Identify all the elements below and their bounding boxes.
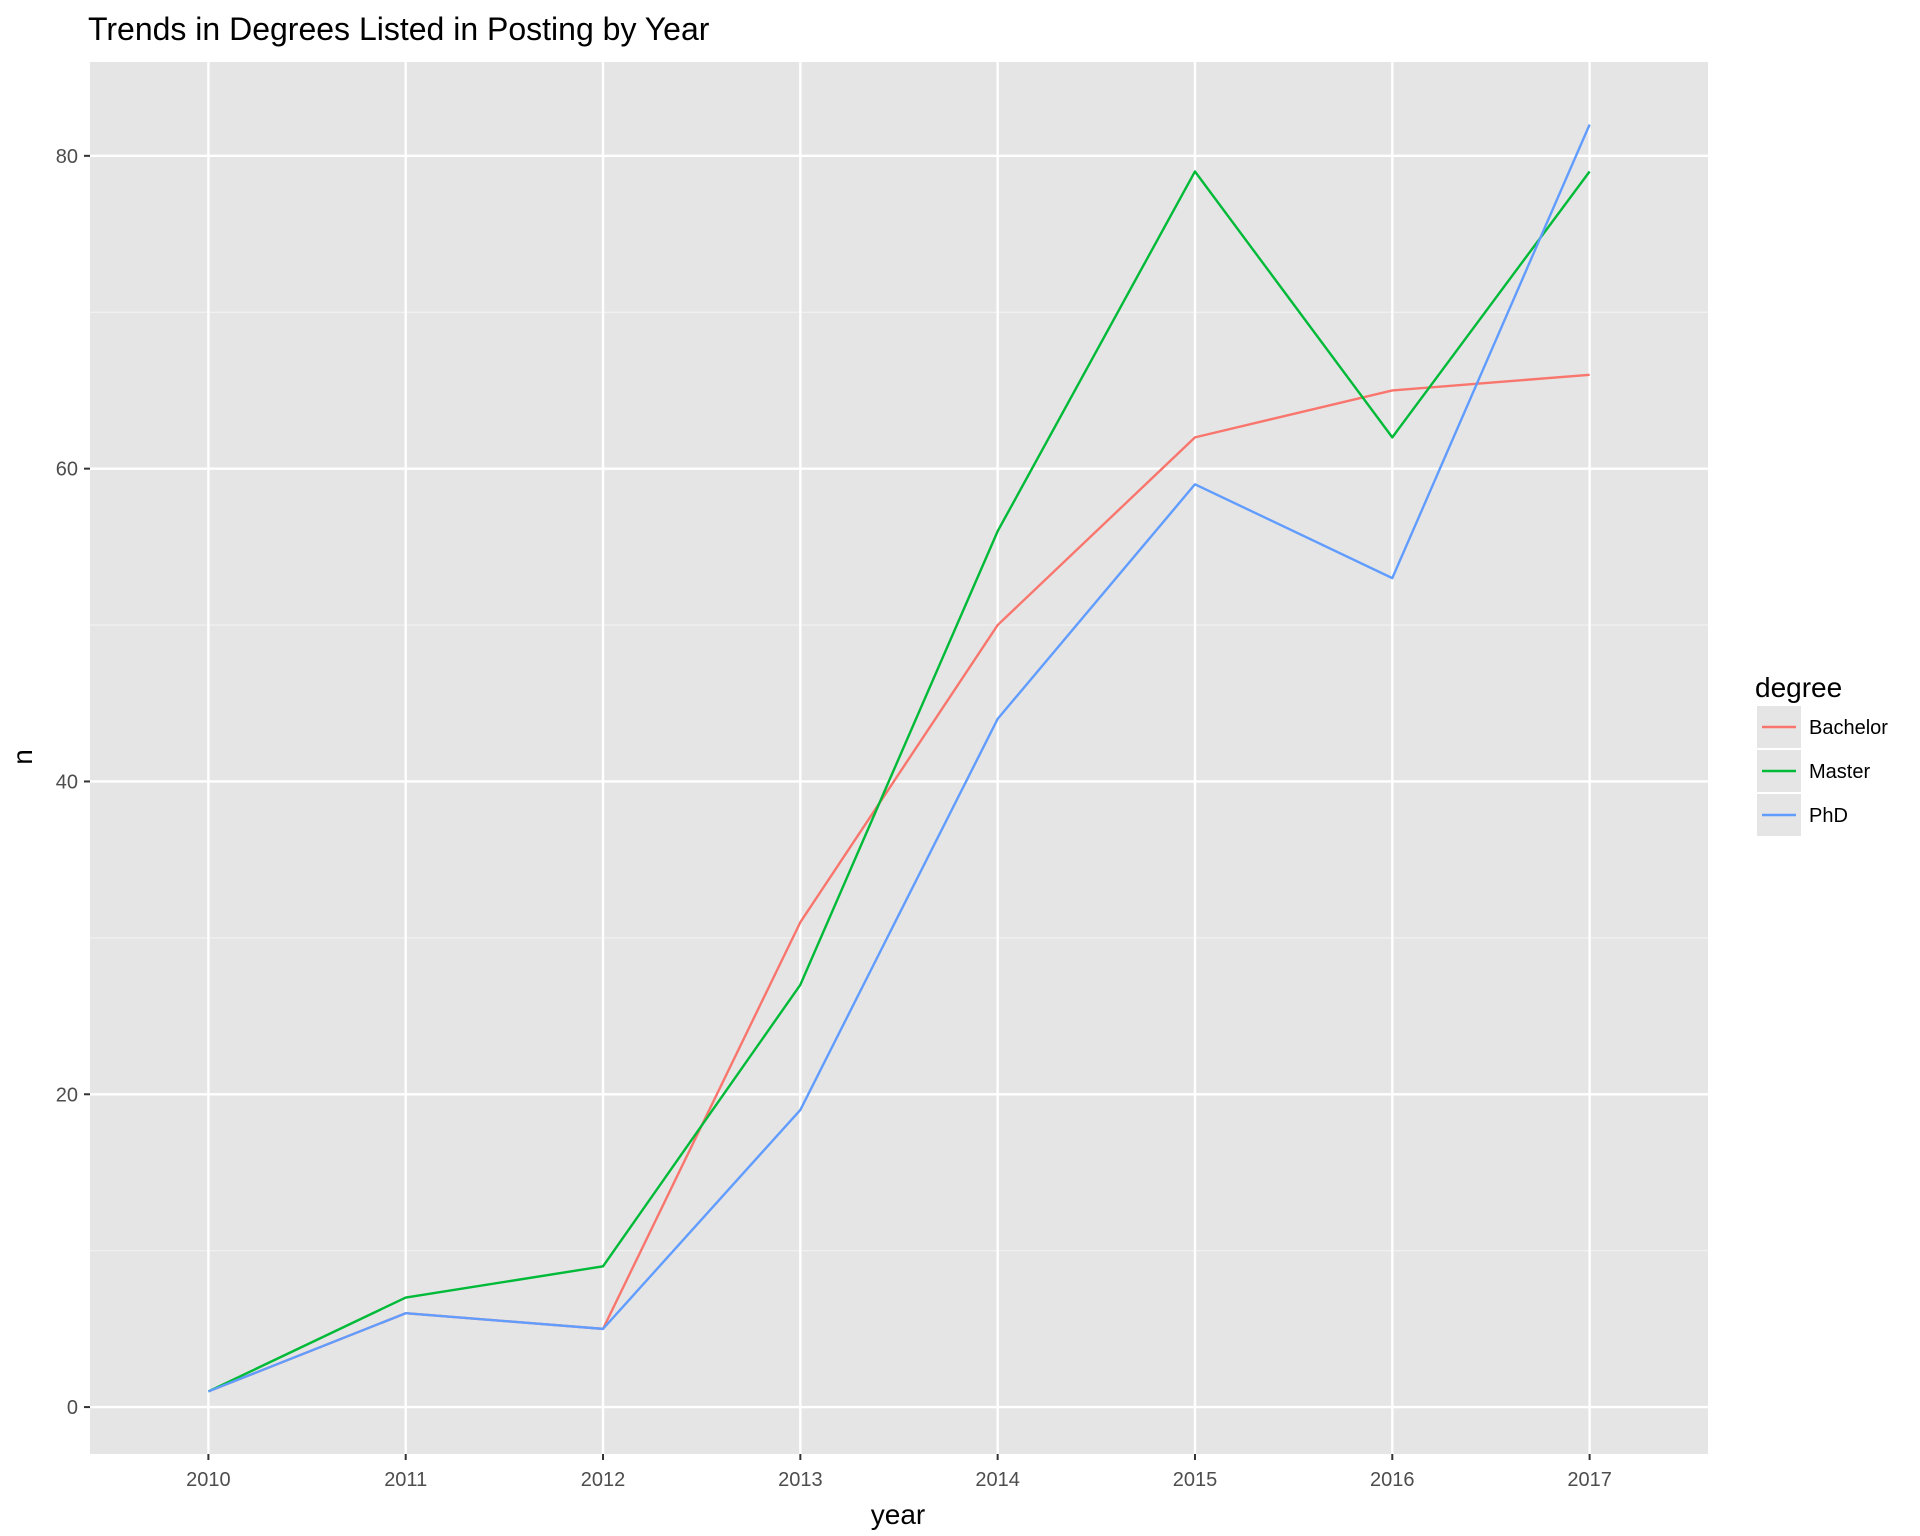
x-axis-title: year: [871, 1499, 925, 1530]
x-tick-label: 2016: [1370, 1469, 1415, 1491]
legend-label-bachelor: Bachelor: [1809, 717, 1888, 739]
x-tick-label: 2017: [1567, 1469, 1612, 1491]
x-tick-label: 2015: [1173, 1469, 1218, 1491]
series-lines: [207, 124, 1591, 1393]
series-line-master: [207, 170, 1591, 1393]
x-tick-label: 2013: [778, 1469, 823, 1491]
y-tick-label: 40: [56, 771, 78, 793]
y-tick-label: 0: [67, 1397, 78, 1419]
y-axis: 0 20 40 60 80: [56, 146, 90, 1419]
grid-major-lines: [90, 62, 1708, 1454]
x-tick-label: 2012: [581, 1469, 626, 1491]
legend-title: degree: [1755, 672, 1842, 703]
y-tick-label: 60: [56, 459, 78, 481]
series-line-phd: [207, 124, 1591, 1393]
legend-label-phd: PhD: [1809, 805, 1848, 827]
chart-title: Trends in Degrees Listed in Posting by Y…: [88, 11, 710, 47]
x-tick-label: 2010: [186, 1469, 231, 1491]
y-axis-title: n: [7, 749, 38, 765]
legend-label-master: Master: [1809, 761, 1870, 783]
grid-minor-lines: [90, 311, 1708, 1252]
legend: degree Bachelor Master PhD: [1755, 672, 1888, 836]
x-axis: 2010 2011 2012 2013 2014 2015 2016 2017: [186, 1454, 1612, 1491]
x-tick-label: 2014: [975, 1469, 1020, 1491]
y-tick-label: 80: [56, 146, 78, 168]
x-tick-label: 2011: [384, 1469, 427, 1491]
y-tick-label: 20: [56, 1084, 78, 1106]
